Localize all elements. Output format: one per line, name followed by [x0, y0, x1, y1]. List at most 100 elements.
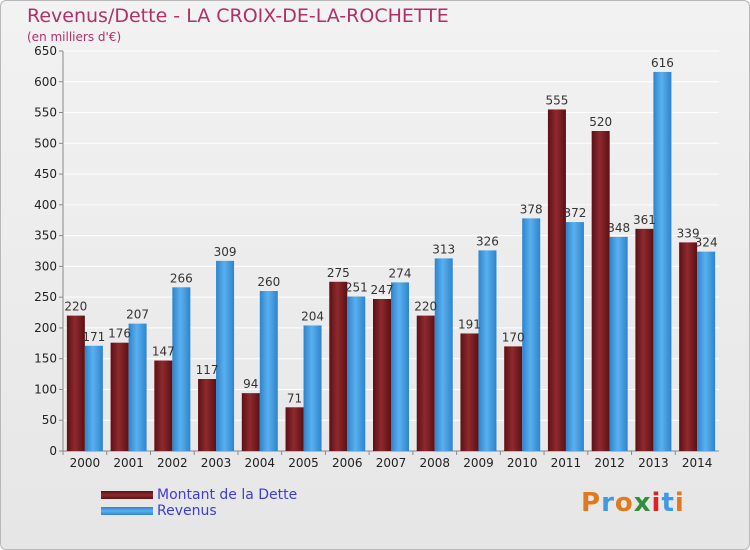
x-tick-label: 2012 — [594, 456, 625, 470]
data-label: 71 — [287, 391, 302, 405]
x-tick-label: 2002 — [157, 456, 188, 470]
bar-revenus — [434, 258, 453, 451]
bar-revenus — [391, 282, 409, 451]
data-label: 251 — [345, 281, 368, 295]
x-tick-label: 2003 — [201, 456, 232, 470]
bar-dette — [504, 346, 523, 451]
y-tick-label: 250 — [34, 290, 57, 304]
bar-dette — [154, 360, 173, 451]
data-label: 275 — [327, 266, 350, 280]
data-label: 117 — [196, 363, 219, 377]
data-label: 266 — [170, 271, 193, 285]
data-label: 372 — [563, 206, 586, 220]
y-tick-label: 550 — [34, 106, 57, 120]
data-label: 616 — [651, 56, 674, 70]
bar-dette — [416, 315, 435, 451]
bar-revenus — [478, 250, 497, 451]
y-tick-label: 200 — [34, 321, 57, 335]
bar-revenus — [128, 323, 147, 451]
data-label: 348 — [607, 221, 630, 235]
y-tick-label: 100 — [34, 382, 57, 396]
data-label: 170 — [502, 330, 525, 344]
bar-revenus — [653, 71, 672, 451]
bar-dette — [110, 342, 129, 451]
bar-dette — [591, 131, 610, 451]
labels: 0 50 100 150 200 250 300 350 400 450 500 550 600 650 2… — [34, 44, 717, 470]
legend-swatch-revenus — [101, 507, 153, 515]
bar-revenus — [259, 291, 278, 451]
bar-revenus — [347, 296, 366, 451]
data-label: 220 — [64, 300, 87, 314]
data-label: 361 — [633, 213, 656, 227]
legend: Montant de la Dette Revenus — [101, 487, 341, 519]
y-tick-label: 300 — [34, 259, 57, 273]
y-tick-label: 50 — [42, 413, 57, 427]
bar-dette — [66, 315, 85, 451]
data-label: 260 — [257, 275, 280, 289]
bar-revenus — [565, 222, 584, 451]
data-label: 94 — [243, 377, 258, 391]
x-tick-label: 2001 — [113, 456, 144, 470]
x-tick-label: 2008 — [419, 456, 450, 470]
y-tick-label: 650 — [34, 44, 57, 58]
data-label: 147 — [152, 345, 175, 359]
bars — [66, 71, 716, 451]
x-tick-label: 2014 — [682, 456, 713, 470]
legend-item-revenus: Revenus — [101, 503, 341, 519]
data-label: 247 — [371, 283, 394, 297]
bar-revenus — [216, 260, 235, 451]
bar-revenus — [84, 345, 103, 451]
x-tick-label: 2011 — [551, 456, 582, 470]
bar-revenus — [522, 218, 541, 451]
bar-dette — [285, 407, 304, 451]
x-tick-label: 2005 — [288, 456, 319, 470]
y-tick-label: 150 — [34, 352, 57, 366]
x-tick-label: 2000 — [70, 456, 101, 470]
bar-revenus — [172, 287, 191, 451]
bar-revenus — [303, 325, 322, 451]
y-tick-label: 350 — [34, 229, 57, 243]
data-label: 555 — [545, 93, 568, 107]
x-tick-label: 2004 — [245, 456, 276, 470]
bar-dette — [547, 109, 566, 451]
data-label: 220 — [414, 300, 437, 314]
y-tick-label: 450 — [34, 167, 57, 181]
bar-dette — [679, 242, 698, 451]
data-label: 309 — [214, 245, 237, 259]
legend-label-dette: Montant de la Dette — [157, 487, 298, 503]
data-label: 339 — [677, 226, 700, 240]
legend-item-dette: Montant de la Dette — [101, 487, 341, 503]
x-tick-label: 2013 — [638, 456, 669, 470]
y-tick-label: 0 — [49, 444, 57, 458]
bar-revenus — [697, 251, 716, 451]
legend-swatch-dette — [101, 491, 153, 499]
data-label: 326 — [476, 234, 499, 248]
data-label: 520 — [589, 115, 612, 129]
data-label: 176 — [108, 327, 131, 341]
bar-dette — [635, 228, 654, 451]
bar-dette — [198, 379, 217, 451]
bar-revenus — [609, 236, 628, 451]
chart-subtitle: (en milliers d'€) — [27, 30, 122, 44]
x-tick-label: 2010 — [507, 456, 538, 470]
chart-title: Revenus/Dette - LA CROIX-DE-LA-ROCHETTE — [27, 5, 449, 27]
y-tick-label: 500 — [34, 136, 57, 150]
proxiti-logo: Proxiti — [581, 488, 685, 518]
bar-dette — [373, 299, 391, 451]
legend-label-revenus: Revenus — [157, 503, 217, 519]
x-tick-label: 2006 — [332, 456, 363, 470]
data-label: 324 — [695, 236, 718, 250]
x-tick-label: 2009 — [463, 456, 494, 470]
data-label: 378 — [520, 202, 543, 216]
data-label: 313 — [432, 242, 455, 256]
bar-dette — [329, 281, 348, 451]
bar-dette — [460, 333, 479, 451]
bar-dette — [241, 393, 260, 451]
data-label: 204 — [301, 309, 324, 323]
data-label: 274 — [389, 266, 412, 280]
x-tick-label: 2007 — [376, 456, 407, 470]
y-tick-label: 400 — [34, 198, 57, 212]
y-tick-label: 600 — [34, 75, 57, 89]
